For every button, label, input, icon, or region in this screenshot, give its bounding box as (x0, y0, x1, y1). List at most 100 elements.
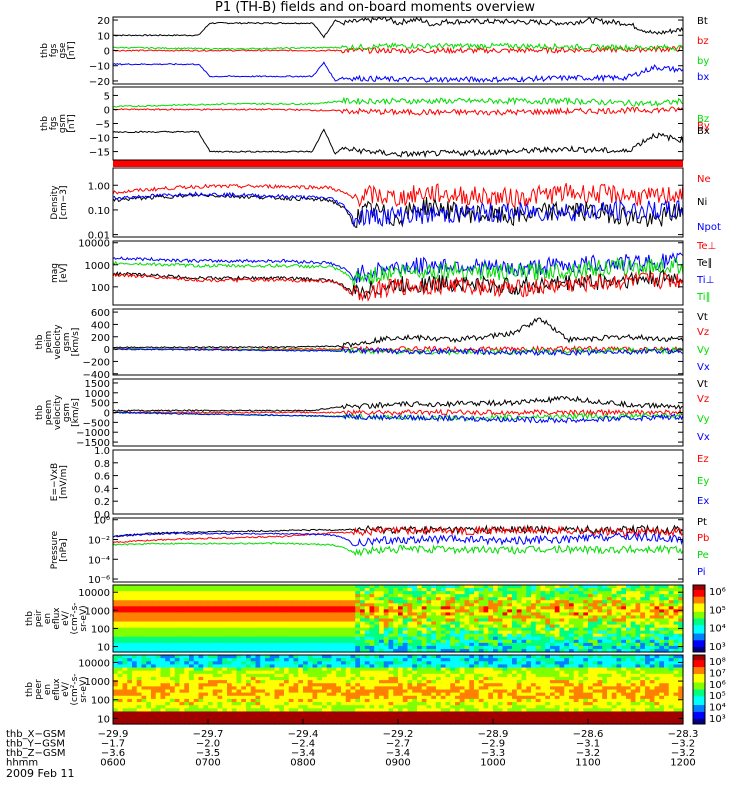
colorbar-tick-label: 10⁵ (709, 691, 726, 702)
x-tick-label: 0700 (195, 758, 220, 769)
y-axis-label: eflux (52, 607, 62, 630)
y-tick-label: −15 (89, 148, 110, 159)
x-tick-label: −3.5 (196, 748, 220, 759)
series-Ti⊥ (112, 251, 684, 284)
x-tick-label: −29.2 (383, 729, 414, 740)
y-axis-label: gsm (62, 332, 72, 351)
y-tick-label: 600 (91, 308, 110, 319)
panel-density: 1.00 0.10 0.01 Density [cm−3] Ne Ni Npot (50, 167, 721, 242)
y-tick-label: 0 (104, 345, 110, 356)
x-tick-label: −28.9 (478, 729, 509, 740)
y-tick-label: 0 (104, 105, 110, 116)
y-tick-label: 1000 (85, 389, 110, 400)
legend-entry: Ti∥ (696, 292, 711, 303)
y-tick-label: 200 (91, 333, 110, 344)
y-tick-label: −10 (89, 134, 110, 145)
legend-entry: Vt (697, 312, 708, 323)
x-tick-label: 1000 (480, 758, 505, 769)
y-tick-label: −400 (83, 370, 110, 381)
x-axis: thb_X−GSM −29.9 −29.7 −29.4 −29.2 −28.9 −28.6−… (6, 719, 698, 769)
y-axis-label: fgs (49, 43, 59, 57)
y-axis-label: E=−VxB (50, 463, 60, 501)
y-axis-label: velocity (53, 394, 63, 430)
x-tick-label: −3.4 (386, 748, 410, 759)
y-tick-label: 0 (104, 409, 110, 420)
y-axis-label: sr-eV) (79, 676, 89, 702)
legend-entry: Bz (697, 114, 709, 125)
y-axis-label: thb (40, 43, 50, 58)
legend-entry: Npot (697, 222, 721, 233)
x-tick-label: 1100 (575, 758, 600, 769)
y-tick-label: 0.0 (94, 510, 110, 521)
y-tick-label: 10 (97, 31, 110, 42)
y-tick-label: 10⁻⁶ (88, 575, 110, 586)
panel-frame (112, 449, 684, 515)
x-tick-label: 0800 (290, 758, 315, 769)
separator-band (113, 160, 683, 167)
y-axis-label: thb (25, 611, 35, 626)
y-axis-label: eV/ (61, 610, 71, 626)
y-tick-label: 0.10 (88, 206, 110, 217)
legend-entry: Pi (697, 567, 706, 578)
legend-entry: Ni (697, 197, 707, 208)
legend-entry: Vz (697, 394, 709, 405)
y-tick-label: −200 (83, 357, 110, 368)
x-tick-label: −29.4 (288, 729, 319, 740)
series-Bt (112, 16, 684, 39)
x-tick-label: 0600 (100, 758, 125, 769)
x-tick-label: −3.1 (576, 739, 600, 750)
y-axis-label: Density (50, 185, 60, 220)
y-tick-label: 0.2 (94, 497, 110, 508)
y-tick-label: 10⁻² (88, 536, 110, 547)
legend-entry: by (697, 56, 709, 67)
panel-frame (112, 517, 684, 583)
legend-entry: Vx (697, 362, 710, 373)
x-tick-label: −29.9 (98, 729, 129, 740)
series-Pi (112, 531, 684, 547)
series-Pe (112, 542, 684, 557)
footer-date: 2009 Feb 11 (6, 767, 75, 780)
x-tick-label: −29.7 (193, 729, 224, 740)
legend-entry: Te∥ (696, 258, 713, 269)
series-bx (112, 61, 684, 84)
panel-peer_spectrogram: 10000 1000 100 10 thb peer en eflux eV/(cm²-s-sr… (25, 654, 684, 725)
x-tick-label: 1200 (670, 758, 695, 769)
y-axis-label: sr-eV) (79, 605, 89, 631)
colorbar-tick-label: 10⁴ (709, 703, 726, 714)
x-tick-label: −2.4 (291, 739, 315, 750)
y-axis-label: [mV/m] (59, 465, 69, 499)
y-tick-label: 400 (91, 320, 110, 331)
y-axis-label: thb (35, 334, 45, 349)
y-tick-label: 0.8 (94, 459, 110, 470)
y-tick-label: 100 (91, 283, 110, 294)
y-axis-label: gse (58, 42, 68, 58)
legend-entry: Ne (697, 174, 711, 185)
legend-entry: Pt (697, 517, 707, 528)
y-axis-label: mag (50, 263, 60, 283)
y-tick-label: 1000 (85, 606, 110, 617)
x-tick-label: −3.2 (671, 739, 695, 750)
y-tick-label: 1000 (85, 261, 110, 272)
y-axis-label: eflux (52, 678, 62, 701)
x-axis-row-label: thb_Y−GSM (6, 739, 65, 750)
y-tick-label: 1500 (85, 379, 110, 390)
y-tick-label: 0.6 (94, 472, 110, 483)
legend-entry: Pe (697, 550, 709, 561)
y-axis-label: peim (44, 331, 54, 354)
panel-frame (112, 167, 684, 238)
legend-entry: Vy (697, 414, 710, 425)
legend-entry: Vx (697, 432, 710, 443)
series-Ti∥ (112, 257, 684, 288)
y-tick-label: 5 (104, 91, 110, 102)
series-Vz (112, 408, 684, 417)
x-axis-row-label: thb_X−GSM (6, 729, 66, 740)
y-tick-label: −5 (95, 120, 110, 131)
y-tick-label: 10 (97, 643, 110, 654)
y-axis-label: [nT] (67, 114, 77, 132)
y-tick-label: 0.4 (94, 484, 110, 495)
y-axis-label: [km/s] (71, 398, 81, 427)
